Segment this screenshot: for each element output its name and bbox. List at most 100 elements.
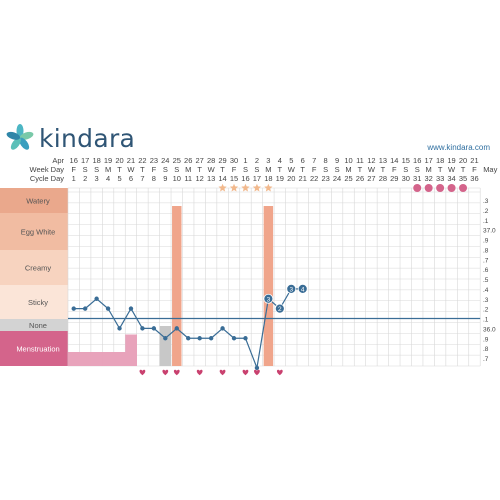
temperature-point-label: 2: [278, 306, 282, 313]
fluid-row-label: Sticky: [28, 298, 48, 307]
temperature-point-label: 3: [289, 286, 293, 293]
weekday-label: T: [381, 165, 386, 174]
cycleday-label: 16: [241, 174, 249, 183]
month-header-label: Apr: [52, 156, 64, 165]
cycleday-label: 27: [367, 174, 375, 183]
date-label: 21: [127, 156, 135, 165]
weekday-label: M: [265, 165, 271, 174]
weekday-label: W: [208, 165, 216, 174]
cycleday-label: 35: [459, 174, 467, 183]
cycleday-label: 32: [425, 174, 433, 183]
date-label: 18: [436, 156, 444, 165]
cycleday-label: 8: [152, 174, 156, 183]
cycleday-label: 24: [333, 174, 341, 183]
temperature-point: [186, 336, 191, 341]
temperature-point: [254, 365, 260, 371]
weekday-label: F: [392, 165, 397, 174]
weekday-label: W: [368, 165, 376, 174]
cycleday-label: 18: [264, 174, 272, 183]
period-dot-icon: [459, 184, 468, 192]
period-dot-icon: [424, 184, 433, 192]
date-label: 23: [150, 156, 158, 165]
temperature-point: [174, 326, 179, 331]
temp-axis-label: .4: [483, 287, 489, 294]
weekday-label: S: [174, 165, 179, 174]
weekday-label: W: [127, 165, 135, 174]
temp-axis-label: .2: [483, 208, 489, 215]
date-label: 4: [278, 156, 282, 165]
weekday-label: T: [197, 165, 202, 174]
date-label: 17: [425, 156, 433, 165]
star-icon: [264, 183, 273, 192]
weekday-label: W: [288, 165, 296, 174]
kindara-logo-icon: [6, 124, 34, 150]
heart-icon: [162, 369, 169, 376]
date-label: 14: [390, 156, 398, 165]
weekday-label: S: [163, 165, 168, 174]
gray-highlight-bar: [159, 326, 172, 366]
star-icon: [229, 183, 239, 192]
cycleday-label: 33: [436, 174, 444, 183]
weekday-label: M: [426, 165, 432, 174]
cycleday-label: 25: [344, 174, 352, 183]
fluid-row-label: Watery: [26, 197, 50, 206]
date-label: 25: [173, 156, 181, 165]
site-url-link[interactable]: www.kindara.com: [427, 143, 490, 152]
fluid-row-label: None: [29, 321, 47, 330]
weekday-label: S: [403, 165, 408, 174]
cycleday-label: 20: [287, 174, 295, 183]
cycleday-label: 22: [310, 174, 318, 183]
weekday-label: F: [232, 165, 237, 174]
date-label: 8: [324, 156, 328, 165]
cycleday-label: 7: [140, 174, 144, 183]
cycleday-label: 23: [321, 174, 329, 183]
temperature-point-labeled: [286, 283, 297, 294]
weekday-header-label: Week Day: [30, 165, 65, 174]
cycleday-label: 14: [218, 174, 226, 183]
weekday-label: T: [438, 165, 443, 174]
weekday-label: F: [71, 165, 76, 174]
cycleday-label: 6: [129, 174, 133, 183]
weekday-label: S: [335, 165, 340, 174]
date-label: 28: [207, 156, 215, 165]
brand-name: kindara: [39, 124, 136, 153]
temperature-point-label: 4: [301, 286, 305, 293]
date-label: 10: [344, 156, 352, 165]
weekday-label: S: [243, 165, 248, 174]
cycleday-label: 4: [106, 174, 110, 183]
cycleday-label: 29: [390, 174, 398, 183]
date-label: 12: [367, 156, 375, 165]
date-label: 29: [218, 156, 226, 165]
heart-icon: [219, 369, 226, 376]
temp-axis-label: .7: [483, 356, 489, 363]
temp-axis-label: .3: [483, 297, 489, 304]
period-dot-icon: [413, 184, 422, 192]
weekday-label: T: [461, 165, 466, 174]
menstruation-bar: [125, 334, 137, 366]
weekday-label: F: [472, 165, 477, 174]
temperature-point: [117, 326, 122, 331]
cycleday-label: 5: [117, 174, 121, 183]
weekday-label: M: [185, 165, 191, 174]
date-label: 1: [243, 156, 247, 165]
weekday-label: T: [358, 165, 363, 174]
weekday-label: M: [105, 165, 111, 174]
date-label: 3: [266, 156, 270, 165]
heart-icon: [276, 369, 283, 376]
date-label: 13: [379, 156, 387, 165]
temperature-point: [140, 326, 145, 331]
pink-highlight-bar: [172, 206, 182, 366]
temp-axis-label: .8: [483, 247, 489, 254]
temp-axis-label: .9: [483, 238, 489, 245]
cycleday-label: 21: [299, 174, 307, 183]
weekday-label: M: [345, 165, 351, 174]
weekday-label: S: [83, 165, 88, 174]
fluid-row-label: Creamy: [25, 264, 52, 273]
fluid-row-label: Menstruation: [16, 345, 59, 354]
weekday-label: T: [300, 165, 305, 174]
temperature-point: [197, 336, 202, 341]
temp-axis-label: 36.0: [483, 326, 496, 333]
weekday-label: T: [117, 165, 122, 174]
cycleday-label: 17: [253, 174, 261, 183]
date-label: 20: [115, 156, 123, 165]
